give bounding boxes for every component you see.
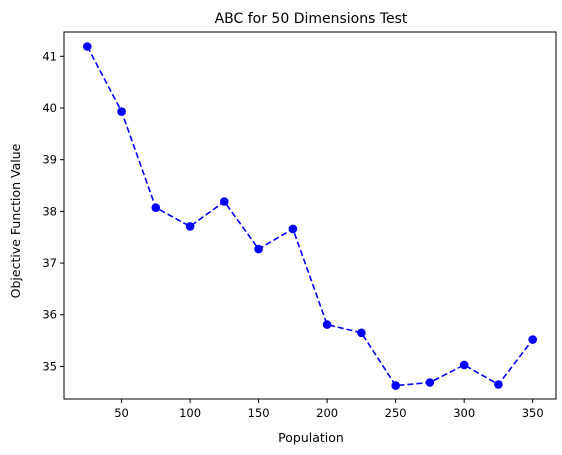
data-point — [459, 360, 469, 370]
data-point — [185, 222, 195, 231]
x-tick-label: 50 — [114, 406, 129, 420]
y-tick-label: 41 — [42, 49, 57, 63]
x-axis-ticks: 50 100 150 200 250 300 350 — [114, 399, 544, 420]
y-tick-label: 35 — [42, 359, 57, 373]
chart-title: ABC for 50 Dimensions Test — [215, 11, 408, 27]
data-point — [83, 42, 92, 51]
y-tick-label: 40 — [42, 101, 57, 115]
data-point — [254, 244, 263, 254]
series-line — [86, 46, 534, 387]
data-point — [220, 197, 229, 206]
data-point — [425, 378, 435, 387]
x-tick-label: 200 — [316, 406, 338, 420]
y-tick-label: 36 — [42, 308, 57, 322]
series-markers — [83, 42, 537, 390]
data-point — [151, 203, 161, 212]
x-tick-label: 250 — [385, 406, 407, 420]
y-tick-label: 37 — [42, 256, 57, 270]
y-tick-label: 39 — [42, 153, 57, 167]
x-tick-label: 350 — [522, 406, 544, 420]
data-point — [391, 381, 401, 390]
y-tick-label: 38 — [42, 204, 57, 218]
data-point — [117, 107, 126, 116]
x-tick-label: 100 — [179, 406, 201, 420]
x-axis-label: Population — [278, 430, 344, 445]
x-tick-label: 300 — [453, 406, 475, 420]
y-axis-label: Objective Function Value — [8, 143, 23, 298]
data-point — [494, 380, 503, 389]
y-axis-ticks: 35 36 37 38 39 40 41 — [42, 49, 64, 373]
data-point — [357, 328, 366, 338]
data-point — [322, 320, 332, 329]
plot-frame — [63, 31, 557, 400]
data-point — [528, 335, 537, 344]
x-tick-label: 150 — [248, 406, 270, 420]
data-point — [288, 224, 298, 234]
